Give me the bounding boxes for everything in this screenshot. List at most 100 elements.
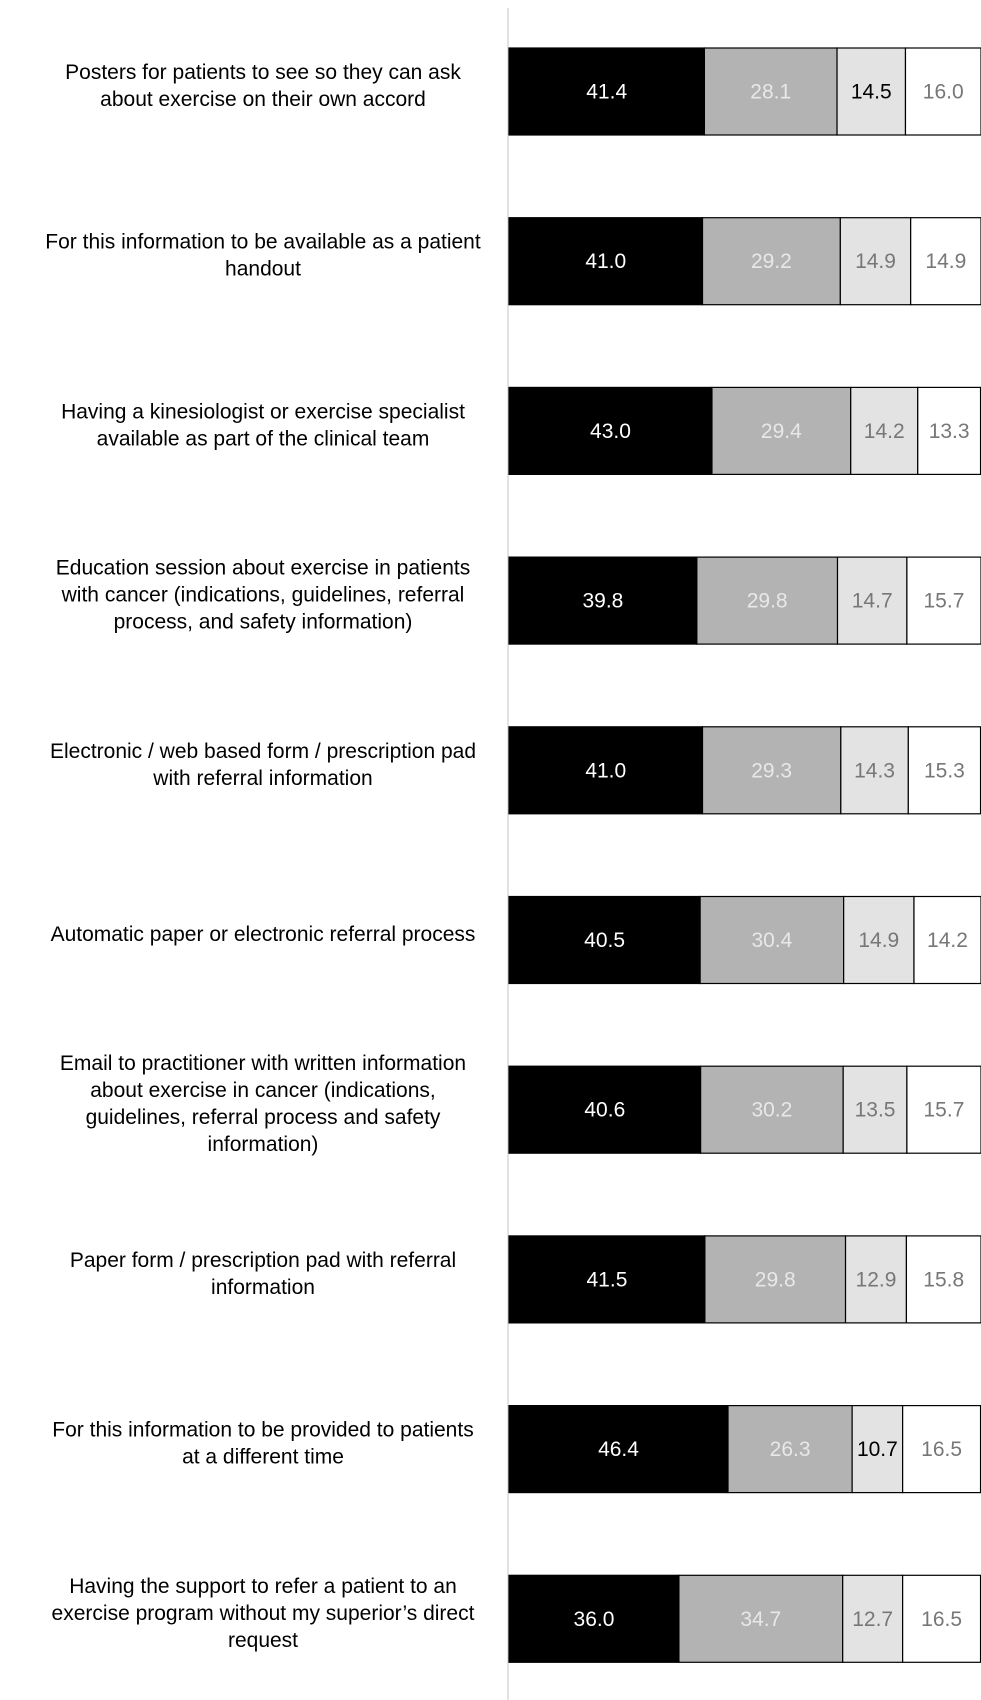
bar-segment [913, 895, 981, 985]
bar-segment [840, 726, 909, 815]
bar-segment [727, 1404, 853, 1494]
data-label: 14.7 [852, 590, 893, 613]
data-label: 13.5 [855, 1099, 896, 1122]
bar-segment [836, 47, 907, 136]
data-label: 40.5 [584, 929, 625, 952]
data-label: 15.7 [924, 1099, 965, 1122]
data-label: 14.9 [858, 929, 899, 952]
category-label-line: information) [208, 1133, 319, 1156]
category-label-line: with cancer (indications, guidelines, re… [61, 584, 465, 607]
data-label: 14.9 [855, 250, 896, 273]
category-label-line: exercise program without my superior’s d… [52, 1602, 475, 1625]
data-label: 29.8 [747, 590, 788, 613]
bar-segment [508, 556, 698, 645]
bar-segment [906, 556, 981, 645]
category-label-line: information [211, 1276, 315, 1299]
category-label-line: at a different time [182, 1446, 344, 1469]
bar-segment [508, 47, 706, 136]
bar-segment [696, 556, 839, 645]
data-label: 14.2 [927, 929, 968, 952]
category-label-line: Having a kinesiologist or exercise speci… [61, 400, 465, 423]
category-label: Posters for patients to see so they can … [65, 61, 461, 111]
bar-segment [851, 1404, 904, 1494]
category-label-line: Electronic / web based form / prescripti… [50, 740, 476, 763]
category-label-line: process, and safety information) [114, 611, 413, 634]
bar-segment [699, 895, 845, 985]
bar-segment [700, 1065, 844, 1154]
bar-segment [678, 1574, 844, 1663]
bar-segment [508, 726, 704, 815]
bar-segment [508, 895, 701, 985]
bar-segment [917, 386, 981, 475]
category-label: For this information to be available as … [45, 231, 481, 281]
category-label: Having a kinesiologist or exercise speci… [61, 400, 465, 450]
category-label-line: Email to practitioner with written infor… [60, 1052, 466, 1075]
category-label-line: handout [225, 258, 301, 281]
bar-segment [902, 1574, 981, 1663]
data-label: 41.4 [586, 81, 627, 104]
data-label: 10.7 [857, 1438, 898, 1461]
category-label-line: Having the support to refer a patient to… [69, 1575, 457, 1598]
data-label: 34.7 [740, 1608, 781, 1631]
category-label-line: about exercise on their own accord [100, 88, 426, 111]
data-label: 14.5 [851, 81, 892, 104]
category-label-line: about exercise in cancer (indications, [90, 1079, 436, 1102]
data-label: 12.7 [852, 1608, 893, 1631]
data-label: 16.0 [923, 81, 964, 104]
bar-segment [850, 386, 919, 475]
bar-segment [508, 1574, 680, 1663]
bar-segment [701, 726, 842, 815]
data-label: 41.0 [585, 250, 626, 273]
category-label-line: guidelines, referral process and safety [86, 1106, 441, 1129]
category-label-line: Posters for patients to see so they can … [65, 61, 461, 84]
bar-segment [842, 1065, 908, 1154]
data-label: 28.1 [750, 81, 791, 104]
data-label: 13.3 [929, 420, 970, 443]
data-label: 40.6 [584, 1099, 625, 1122]
data-label: 16.5 [921, 1608, 962, 1631]
category-label-line: For this information to be available as … [45, 231, 481, 254]
category-labels-layer: Posters for patients to see so they can … [45, 61, 481, 1652]
data-label: 29.4 [761, 420, 802, 443]
category-label: Paper form / prescription pad with refer… [70, 1249, 456, 1299]
bar-segment [902, 1404, 981, 1494]
bar-segment [842, 1574, 904, 1663]
data-label: 41.0 [585, 759, 626, 782]
bar-segment [508, 1404, 729, 1494]
category-label: Education session about exercise in pati… [56, 557, 470, 634]
data-label: 12.9 [856, 1268, 897, 1291]
bars-layer: 41.4 28.1 14.5 16.0 41.0 29.2 14.9 14.9 43.0 29.4… [508, 47, 981, 1663]
data-label: 39.8 [582, 590, 623, 613]
category-label-line: For this information to be provided to p… [52, 1419, 473, 1442]
category-label: Email to practitioner with written infor… [60, 1052, 466, 1156]
bar-segment [905, 1235, 981, 1324]
bar-segment [508, 386, 713, 475]
category-label: For this information to be provided to p… [52, 1419, 473, 1469]
category-label-line: available as part of the clinical team [97, 427, 430, 450]
category-label-line: Education session about exercise in pati… [56, 557, 470, 580]
category-label: Having the support to refer a patient to… [52, 1575, 475, 1652]
data-label: 29.8 [755, 1268, 796, 1291]
bar-segment [701, 217, 841, 306]
data-label: 15.7 [924, 590, 965, 613]
data-label: 14.2 [864, 420, 905, 443]
bar-segment [836, 556, 908, 645]
bar-segment [906, 1065, 981, 1154]
category-label-line: Paper form / prescription pad with refer… [70, 1249, 456, 1272]
bar-segment [711, 386, 852, 475]
bar-segment [704, 1235, 847, 1324]
data-label: 36.0 [574, 1608, 615, 1631]
data-label: 14.3 [854, 759, 895, 782]
category-label-line: Automatic paper or electronic referral p… [51, 923, 476, 946]
category-label: Electronic / web based form / prescripti… [50, 740, 476, 790]
bar-segment [508, 1065, 702, 1154]
data-label: 15.8 [923, 1268, 964, 1291]
data-label: 29.2 [751, 250, 792, 273]
bar-segment [703, 47, 838, 136]
category-label-line: with referral information [152, 767, 372, 790]
data-label: 14.9 [925, 250, 966, 273]
data-label: 30.2 [751, 1099, 792, 1122]
data-label: 43.0 [590, 420, 631, 443]
